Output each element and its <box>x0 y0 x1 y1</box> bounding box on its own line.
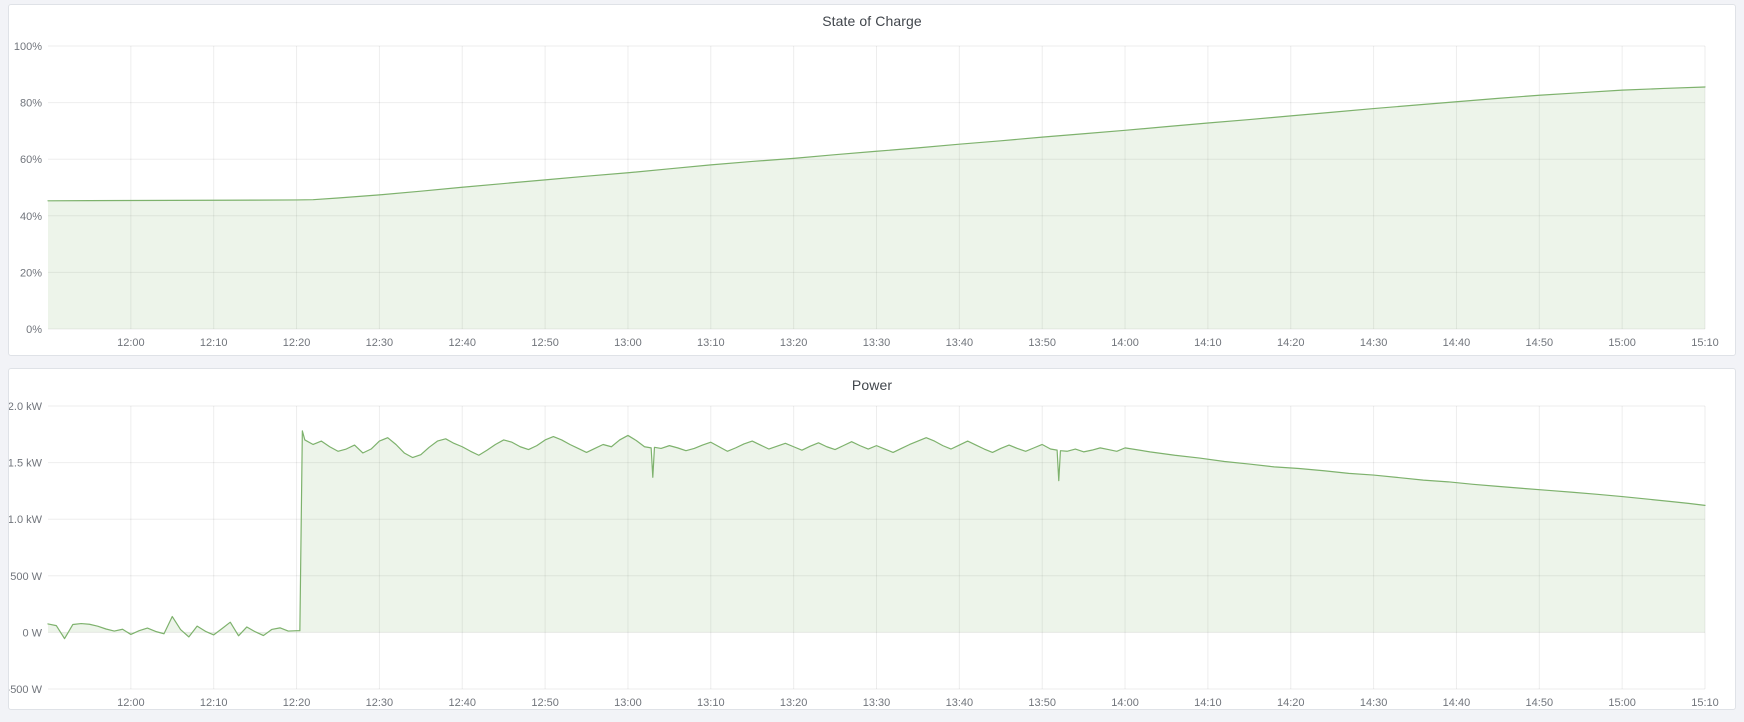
svg-text:12:10: 12:10 <box>200 697 228 709</box>
svg-text:2.0 kW: 2.0 kW <box>9 401 43 413</box>
svg-text:14:50: 14:50 <box>1526 337 1554 349</box>
svg-text:13:20: 13:20 <box>780 697 808 709</box>
svg-text:12:20: 12:20 <box>283 697 311 709</box>
svg-text:12:50: 12:50 <box>531 337 559 349</box>
svg-text:14:10: 14:10 <box>1194 337 1222 349</box>
svg-text:13:10: 13:10 <box>697 337 725 349</box>
svg-text:60%: 60% <box>20 154 42 166</box>
svg-text:15:00: 15:00 <box>1608 337 1636 349</box>
svg-text:14:50: 14:50 <box>1526 697 1554 709</box>
power-panel-title[interactable]: Power <box>851 377 893 393</box>
svg-text:13:00: 13:00 <box>614 337 642 349</box>
svg-text:14:40: 14:40 <box>1443 697 1471 709</box>
svg-text:14:30: 14:30 <box>1360 697 1388 709</box>
svg-text:1.5 kW: 1.5 kW <box>9 458 43 470</box>
svg-text:13:20: 13:20 <box>780 337 808 349</box>
svg-text:14:20: 14:20 <box>1277 697 1305 709</box>
svg-text:14:20: 14:20 <box>1277 337 1305 349</box>
svg-text:14:10: 14:10 <box>1194 697 1222 709</box>
svg-text:12:20: 12:20 <box>283 337 311 349</box>
svg-text:100%: 100% <box>14 41 42 53</box>
soc-panel-title[interactable]: State of Charge <box>822 13 922 29</box>
svg-text:13:30: 13:30 <box>863 697 891 709</box>
svg-text:12:00: 12:00 <box>117 337 145 349</box>
svg-text:14:00: 14:00 <box>1111 697 1139 709</box>
svg-text:0%: 0% <box>26 324 42 336</box>
svg-text:12:30: 12:30 <box>366 697 394 709</box>
soc-chart-canvas[interactable]: 0% 20% 40% 60% 80% 100% 12:00 12:10 12:20 12:30 12… <box>9 5 1735 355</box>
svg-text:13:50: 13:50 <box>1028 697 1056 709</box>
svg-text:15:10: 15:10 <box>1691 337 1719 349</box>
svg-text:14:40: 14:40 <box>1443 337 1471 349</box>
svg-text:13:30: 13:30 <box>863 337 891 349</box>
svg-text:13:50: 13:50 <box>1028 337 1056 349</box>
svg-text:12:00: 12:00 <box>117 697 145 709</box>
svg-text:15:00: 15:00 <box>1608 697 1636 709</box>
svg-text:12:30: 12:30 <box>366 337 394 349</box>
svg-text:15:10: 15:10 <box>1691 697 1719 709</box>
panel-state-of-charge: 0% 20% 40% 60% 80% 100% 12:00 12:10 12:20 12:30 12… <box>8 4 1736 356</box>
power-chart-canvas[interactable]: -500 W 0 W 500 W 1.0 kW 1.5 kW 2.0 kW 12:00 12:… <box>9 369 1735 709</box>
svg-text:0 W: 0 W <box>22 627 42 639</box>
svg-text:12:40: 12:40 <box>448 697 476 709</box>
svg-text:40%: 40% <box>20 211 42 223</box>
svg-text:500 W: 500 W <box>10 571 42 583</box>
svg-text:12:40: 12:40 <box>448 337 476 349</box>
svg-text:20%: 20% <box>20 267 42 279</box>
panel-power: -500 W 0 W 500 W 1.0 kW 1.5 kW 2.0 kW 12:00 12:… <box>8 368 1736 710</box>
svg-text:1.0 kW: 1.0 kW <box>9 514 43 526</box>
svg-text:13:40: 13:40 <box>946 337 974 349</box>
svg-text:14:30: 14:30 <box>1360 337 1388 349</box>
svg-text:13:10: 13:10 <box>697 697 725 709</box>
svg-text:-500 W: -500 W <box>9 684 43 696</box>
svg-text:12:50: 12:50 <box>531 697 559 709</box>
svg-text:80%: 80% <box>20 98 42 110</box>
svg-text:14:00: 14:00 <box>1111 337 1139 349</box>
svg-text:13:00: 13:00 <box>614 697 642 709</box>
svg-text:13:40: 13:40 <box>946 697 974 709</box>
svg-text:12:10: 12:10 <box>200 337 228 349</box>
